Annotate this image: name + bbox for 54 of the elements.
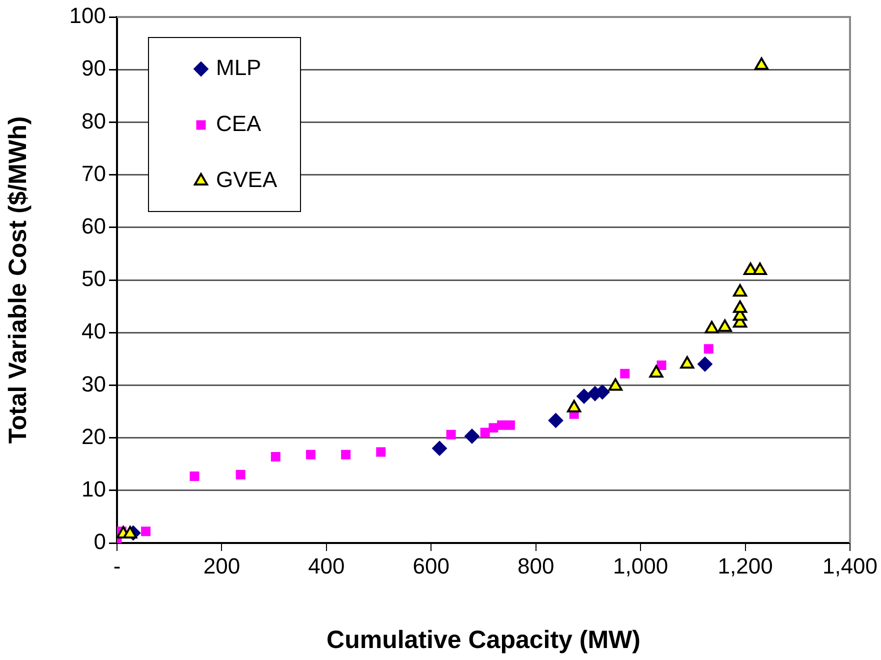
point <box>376 447 386 457</box>
x-tick-label: 400 <box>308 553 345 578</box>
y-tick-label: 10 <box>82 476 106 502</box>
point <box>270 452 280 462</box>
point <box>732 300 748 313</box>
point <box>236 470 246 480</box>
point <box>306 450 316 460</box>
x-axis-title: Cumulative Capacity (MW) <box>326 626 640 654</box>
point <box>488 423 498 433</box>
point <box>464 428 480 444</box>
point <box>752 262 768 276</box>
y-tick-label: 70 <box>82 160 106 186</box>
point <box>505 420 515 430</box>
point <box>548 412 564 428</box>
x-tick-label: 1,200 <box>718 553 773 578</box>
point <box>432 440 448 456</box>
point <box>341 450 351 460</box>
y-tick-label: 90 <box>82 56 106 81</box>
point <box>718 319 732 332</box>
x-tick-label: 200 <box>203 553 240 578</box>
point <box>680 356 694 369</box>
y-tick-label: 20 <box>82 424 106 449</box>
point <box>754 57 769 70</box>
y-axis-title: Total Variable Cost ($/MWh) <box>4 116 32 444</box>
y-tick-label: 50 <box>82 266 106 292</box>
y-tick-label: 60 <box>82 213 106 238</box>
y-tick-label: 0 <box>94 529 106 554</box>
point <box>497 420 507 430</box>
point <box>649 365 664 378</box>
point <box>704 344 714 354</box>
point <box>480 428 490 438</box>
point <box>446 430 456 440</box>
x-tick-label: 600 <box>412 553 450 578</box>
point <box>732 284 748 297</box>
y-tick-label: 80 <box>82 108 106 134</box>
point <box>190 471 200 481</box>
point <box>141 526 151 536</box>
legend-label: MLP <box>216 55 262 80</box>
legend-label: GVEA <box>216 167 278 192</box>
point <box>567 400 582 412</box>
x-tick-label: 1,400 <box>822 553 878 578</box>
point <box>620 368 630 378</box>
point <box>656 360 666 370</box>
legend-label: CEA <box>216 111 262 136</box>
point <box>704 320 719 334</box>
y-tick-label: 100 <box>69 3 106 28</box>
point <box>608 378 622 391</box>
x-tick-label: 1,000 <box>613 553 668 578</box>
x-tick-label: 800 <box>518 553 554 578</box>
point <box>576 388 592 404</box>
y-tick-label: 40 <box>82 318 106 344</box>
point <box>697 356 712 372</box>
x-tick-label: - <box>113 553 121 578</box>
y-tick-label: 30 <box>82 371 106 396</box>
